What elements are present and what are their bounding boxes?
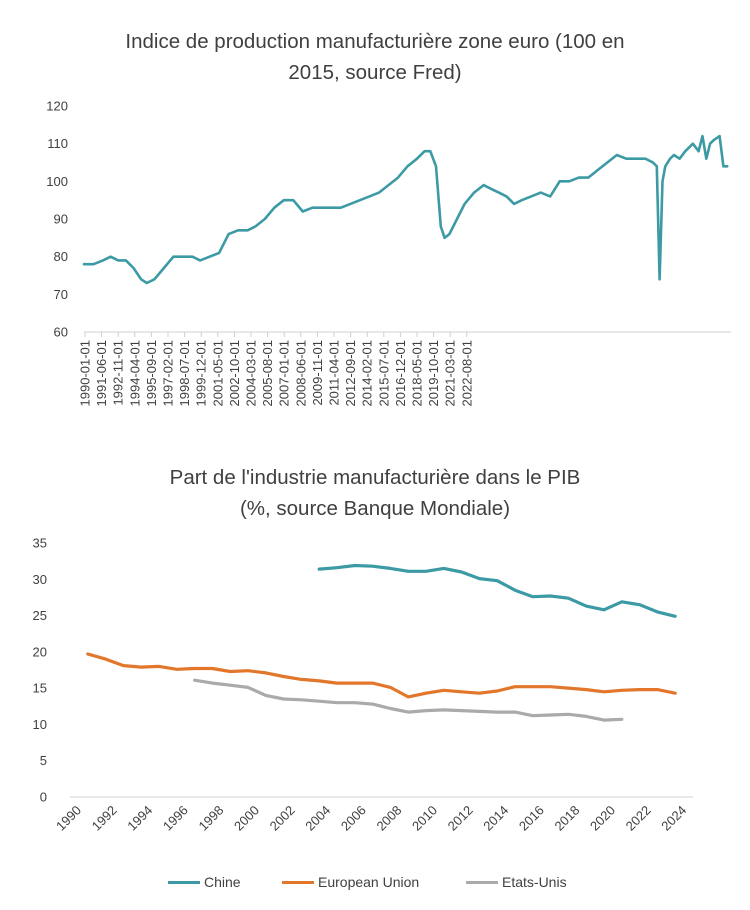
chart1-xtick-label: 2007-01-01 — [277, 340, 292, 407]
chart2-ytick-label: 15 — [33, 681, 47, 696]
chart1-xtick-label: 1992-11-01 — [111, 340, 126, 406]
chart2-xtick-label: 2008 — [373, 803, 404, 834]
chart1-xtick-label: 1995-09-01 — [144, 340, 159, 407]
chart2-xtick-label: 2006 — [338, 803, 369, 834]
legend-item-chine: Chine — [168, 872, 241, 892]
chart1-xtick-label: 1990-01-01 — [78, 340, 93, 407]
chart1-xtick-label: 1999-12-01 — [194, 340, 209, 407]
chart1-xtick-label: 2016-12-01 — [393, 340, 408, 407]
chart2-ytick-label: 25 — [33, 608, 47, 623]
legend-label-chine: Chine — [204, 874, 241, 890]
chart1-xtick-label: 2008-06-01 — [293, 340, 308, 407]
chart2-xtick-label: 1998 — [195, 803, 226, 834]
chart2-xtick-label: 1994 — [124, 803, 155, 834]
chart1-ytick-label: 120 — [46, 99, 68, 114]
chart1-xtick-label: 1997-02-01 — [161, 340, 176, 407]
chart1-xtick-label: 2009-11-01 — [310, 340, 325, 406]
chart2-ytick-label: 20 — [33, 644, 47, 659]
chart1-title: Indice de production manufacturière zone… — [0, 26, 750, 88]
chart2-title-line1: Part de l'industrie manufacturière dans … — [169, 466, 581, 489]
legend-swatch-european-union — [282, 880, 314, 884]
chart1-xtick-label: 2004-03-01 — [244, 340, 259, 407]
chart2-xtick-label: 2012 — [445, 803, 476, 834]
chart2-xtick-label: 2010 — [409, 803, 440, 834]
chart2-ytick-label: 30 — [33, 572, 47, 587]
chart1-xtick-label: 2014-02-01 — [360, 340, 375, 407]
chart1-ytick-label: 70 — [54, 287, 68, 302]
chart1-ytick-label: 80 — [54, 249, 68, 264]
legend-swatch-etats-unis — [466, 880, 498, 884]
chart2-ytick-label: 5 — [40, 753, 47, 768]
chart1-xtick-label: 2018-05-01 — [410, 340, 425, 407]
chart1-ytick-label: 100 — [46, 174, 68, 189]
chart1-title-line1: Indice de production manufacturière zone… — [125, 30, 625, 53]
chart1-xtick-label: 2005-08-01 — [260, 340, 275, 407]
chart2-xtick-label: 1990 — [53, 803, 84, 834]
chart1-ytick-label: 90 — [54, 212, 68, 227]
chart2-ytick-label: 35 — [33, 536, 47, 551]
chart2-series-line-1 — [86, 652, 677, 699]
chart1-xtick-label: 2001-05-01 — [210, 340, 225, 407]
chart1-xtick-label: 1998-07-01 — [177, 340, 192, 407]
chart2-series-line-0 — [317, 563, 677, 618]
chart2-xtick-label: 2022 — [623, 803, 654, 834]
chart2-xtick-label: 2016 — [516, 803, 547, 834]
chart2-xtick-label: 2024 — [658, 803, 689, 834]
chart2-xtick-label: 1996 — [160, 803, 191, 834]
chart2-xtick-label: 2018 — [551, 803, 582, 834]
legend-label-european-union: European Union — [318, 874, 420, 890]
legend-label-etats-unis: Etats-Unis — [502, 874, 567, 890]
legend-item-etats-unis: Etats-Unis — [466, 872, 567, 892]
chart1-xtick-label: 1991-06-01 — [94, 340, 109, 407]
chart1-xtick-label: 2011-04-01 — [327, 340, 342, 406]
legend-item-european-union: European Union — [282, 872, 419, 892]
chart2-xtick-label: 2000 — [231, 803, 262, 834]
chart1-xtick-label: 2015-07-01 — [376, 340, 391, 407]
chart1-xtick-label: 2021-03-01 — [443, 340, 458, 407]
chart2-ytick-label: 0 — [40, 790, 47, 805]
chart1-title-line2: 2015, source Fred) — [288, 61, 462, 84]
chart1-series-line — [82, 134, 729, 285]
chart2-xtick-label: 2020 — [587, 803, 618, 834]
chart1-xtick-label: 2022-08-01 — [459, 340, 474, 407]
chart2-legend: Chine European Union Etats-Unis — [0, 872, 750, 894]
chart2-ytick-label: 10 — [33, 717, 47, 732]
chart2-xtick-label: 2002 — [267, 803, 298, 834]
chart2-xtick-label: 1992 — [89, 803, 120, 834]
legend-swatch-chine — [168, 880, 200, 884]
chart1-xtick-label: 2012-09-01 — [343, 340, 358, 407]
chart1-ytick-label: 110 — [47, 136, 68, 151]
chart1-xtick-label: 1994-04-01 — [127, 340, 142, 407]
chart1-ytick-label: 60 — [54, 325, 68, 340]
chart2-xtick-label: 2004 — [302, 803, 333, 834]
chart2-title: Part de l'industrie manufacturière dans … — [0, 462, 750, 524]
chart2-series-line-2 — [193, 678, 624, 722]
chart1-xtick-label: 2019-10-01 — [426, 340, 441, 407]
chart1-xtick-label: 2002-10-01 — [227, 340, 242, 407]
chart2-xtick-label: 2014 — [480, 803, 511, 834]
chart2-title-line2: (%, source Banque Mondiale) — [239, 497, 511, 520]
